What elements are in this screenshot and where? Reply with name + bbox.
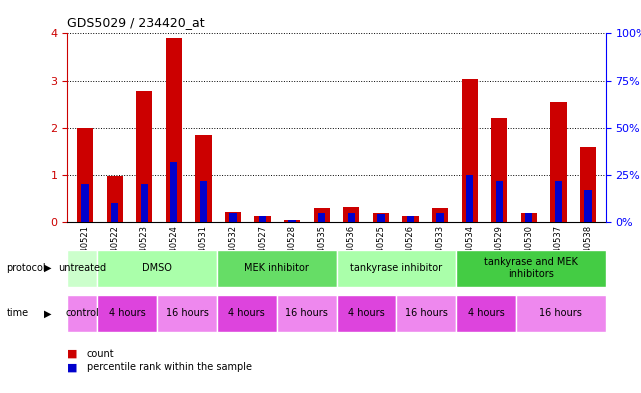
Bar	[196, 135, 212, 222]
Bar	[337, 250, 456, 287]
Text: untreated: untreated	[58, 263, 106, 273]
Bar	[491, 118, 508, 222]
Bar	[466, 175, 473, 222]
Bar	[495, 180, 503, 222]
Text: time: time	[6, 309, 29, 318]
Bar	[525, 213, 533, 222]
Bar	[106, 176, 123, 222]
Bar	[67, 250, 97, 287]
Bar	[437, 213, 444, 222]
Text: 4 hours: 4 hours	[468, 309, 504, 318]
Bar	[200, 180, 207, 222]
Bar	[136, 91, 153, 222]
Bar	[432, 208, 448, 222]
Bar	[520, 213, 537, 222]
Bar	[165, 38, 182, 222]
Bar	[288, 220, 296, 222]
Bar	[140, 184, 148, 222]
Text: tankyrase inhibitor: tankyrase inhibitor	[350, 263, 442, 273]
Bar	[67, 295, 97, 332]
Bar	[318, 213, 326, 222]
Text: GDS5029 / 234420_at: GDS5029 / 234420_at	[67, 17, 205, 29]
Text: 16 hours: 16 hours	[165, 309, 208, 318]
Text: ▶: ▶	[44, 263, 51, 273]
Text: count: count	[87, 349, 114, 359]
Bar	[407, 217, 414, 222]
Bar	[97, 295, 157, 332]
Text: MEK inhibitor: MEK inhibitor	[244, 263, 309, 273]
Text: tankyrase and MEK
inhibitors: tankyrase and MEK inhibitors	[484, 257, 578, 279]
Text: control: control	[65, 309, 99, 318]
Bar	[81, 184, 88, 222]
Bar	[217, 295, 277, 332]
Text: 16 hours: 16 hours	[285, 309, 328, 318]
Bar	[378, 215, 385, 222]
Text: percentile rank within the sample: percentile rank within the sample	[87, 362, 251, 373]
Bar	[111, 203, 119, 222]
Text: protocol: protocol	[6, 263, 46, 273]
Bar	[170, 162, 178, 222]
Text: 16 hours: 16 hours	[405, 309, 447, 318]
Text: 16 hours: 16 hours	[540, 309, 582, 318]
Bar	[343, 207, 360, 222]
Bar	[554, 180, 562, 222]
Bar	[277, 295, 337, 332]
Bar	[347, 213, 355, 222]
Text: ▶: ▶	[44, 309, 51, 318]
Bar	[580, 147, 596, 222]
Bar	[254, 217, 271, 222]
Bar	[259, 217, 266, 222]
Text: DMSO: DMSO	[142, 263, 172, 273]
Bar	[462, 79, 478, 222]
Bar	[456, 295, 516, 332]
Bar	[313, 208, 330, 222]
Text: 4 hours: 4 hours	[228, 309, 265, 318]
Bar	[516, 295, 606, 332]
Bar	[229, 213, 237, 222]
Bar	[396, 295, 456, 332]
Text: 4 hours: 4 hours	[109, 309, 146, 318]
Bar	[373, 213, 389, 222]
Bar	[77, 128, 93, 222]
Bar	[217, 250, 337, 287]
Bar	[97, 250, 217, 287]
Bar	[225, 212, 241, 222]
Text: ■: ■	[67, 362, 78, 373]
Bar	[157, 295, 217, 332]
Bar	[284, 220, 300, 222]
Text: 4 hours: 4 hours	[348, 309, 385, 318]
Bar	[550, 102, 567, 222]
Bar	[337, 295, 396, 332]
Text: ■: ■	[67, 349, 78, 359]
Bar	[585, 190, 592, 222]
Bar	[456, 250, 606, 287]
Bar	[403, 217, 419, 222]
